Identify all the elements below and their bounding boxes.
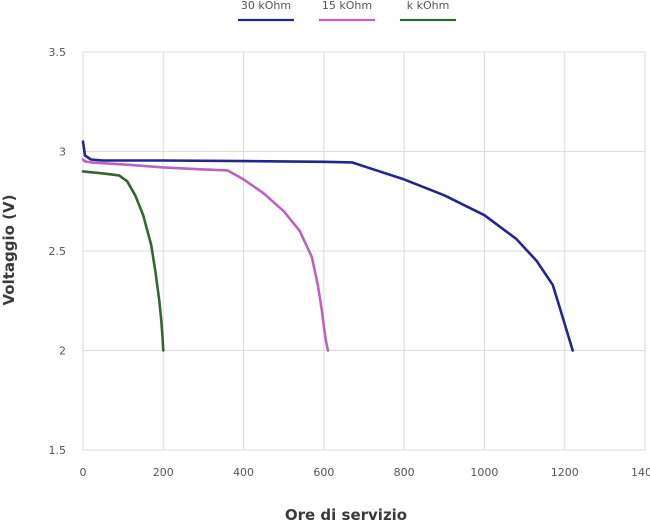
y-tick-label: 3.5: [49, 46, 67, 59]
x-tick-label: 400: [233, 466, 254, 479]
x-axis-label: Ore di servizio: [285, 506, 407, 521]
series-line-1: [81, 158, 330, 352]
y-tick-label: 2: [59, 345, 66, 358]
y-tick-label: 2.5: [49, 245, 67, 258]
series-lines: [81, 140, 574, 352]
grid: [82, 51, 646, 451]
x-tick-label: 0: [80, 466, 87, 479]
y-tick-label: 1.5: [49, 444, 67, 457]
x-tick-label: 1200: [551, 466, 579, 479]
legend: 30 kOhm 15 kOhm k kOhm: [238, 0, 456, 22]
legend-item-1: 15 kOhm: [319, 0, 375, 22]
x-tick-label: 1400: [631, 466, 650, 479]
y-tick-label: 3: [59, 146, 66, 159]
x-tick-label: 200: [153, 466, 174, 479]
legend-item-0: 30 kOhm: [238, 0, 294, 22]
legend-label: k kOhm: [407, 0, 450, 12]
tick-labels: 0 200 400 600 800 1000 1200 1400 1.5 2 2.5 3 3.5: [49, 46, 650, 479]
series-line-0: [81, 140, 574, 352]
x-tick-label: 600: [313, 466, 334, 479]
x-tick-label: 1000: [470, 466, 498, 479]
legend-label: 15 kOhm: [322, 0, 372, 12]
legend-label: 30 kOhm: [241, 0, 291, 12]
y-axis-label: Voltaggio (V): [0, 195, 18, 306]
legend-item-2: k kOhm: [400, 0, 456, 22]
series-line-2: [81, 170, 165, 352]
x-tick-label: 800: [394, 466, 415, 479]
